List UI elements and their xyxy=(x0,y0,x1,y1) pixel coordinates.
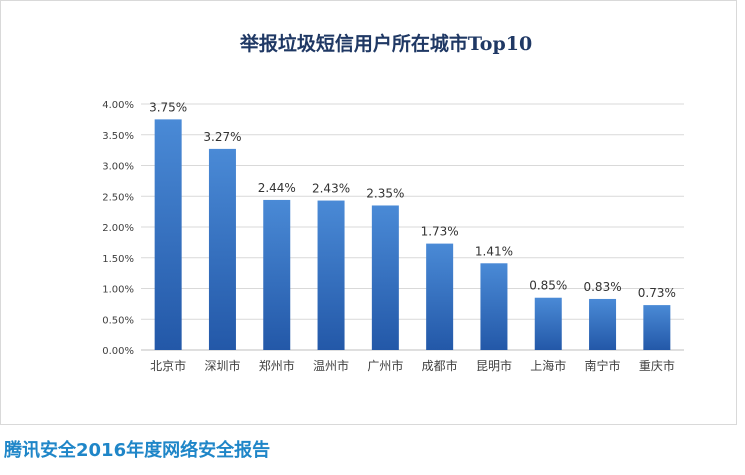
x-tick-label: 温州市 xyxy=(313,358,349,373)
bar xyxy=(426,243,454,350)
y-tick-label: 3.50% xyxy=(102,131,134,142)
data-label: 2.43% xyxy=(312,182,350,196)
data-label: 0.83% xyxy=(583,280,621,294)
y-tick-label: 4.00% xyxy=(102,100,134,111)
data-labels: 3.75% 3.27% 2.44% 2.43% 2.35% 1.73% 1.41% 0.85%… xyxy=(149,100,676,300)
chart-frame: 举报垃圾短信用户所在城市Top10 0.00% 0.50% 1.00% 1.50% 2.… xyxy=(0,0,737,425)
x-tick-label: 北京市 xyxy=(150,358,186,373)
bar xyxy=(643,305,671,350)
bar xyxy=(480,263,508,350)
bar xyxy=(208,148,236,350)
x-tick-label: 昆明市 xyxy=(476,358,512,373)
data-label: 2.44% xyxy=(258,181,296,195)
data-label: 0.85% xyxy=(529,279,567,293)
data-label: 1.73% xyxy=(421,225,459,239)
bar xyxy=(589,298,617,350)
x-tick-label: 重庆市 xyxy=(639,358,675,373)
x-tick-label: 深圳市 xyxy=(204,358,240,373)
data-label: 3.75% xyxy=(149,100,187,114)
bar xyxy=(534,297,562,350)
data-label: 0.73% xyxy=(638,286,676,300)
x-tick-label: 南宁市 xyxy=(585,358,621,373)
bars xyxy=(154,119,671,350)
y-tick-label: 2.50% xyxy=(102,192,134,203)
y-tick-label: 0.50% xyxy=(102,315,134,326)
x-tick-label: 郑州市 xyxy=(259,358,295,373)
chart-title: 举报垃圾短信用户所在城市Top10 xyxy=(239,32,532,55)
y-tick-label: 2.00% xyxy=(102,223,134,234)
bar xyxy=(263,199,291,350)
x-tick-label: 广州市 xyxy=(367,358,403,373)
y-axis-ticks: 0.00% 0.50% 1.00% 1.50% 2.00% 2.50% 3.00% 3.50%… xyxy=(102,100,134,357)
y-tick-label: 1.00% xyxy=(102,285,134,296)
x-tick-label: 上海市 xyxy=(530,358,566,373)
footer-caption: 腾讯安全2016年度网络安全报告 xyxy=(4,440,271,461)
y-tick-label: 1.50% xyxy=(102,254,134,265)
data-label: 3.27% xyxy=(203,130,241,144)
y-tick-label: 3.00% xyxy=(102,162,134,173)
data-label: 2.35% xyxy=(366,186,404,200)
bar xyxy=(154,119,182,350)
bar-chart: 举报垃圾短信用户所在城市Top10 0.00% 0.50% 1.00% 1.50% 2.… xyxy=(102,32,684,373)
x-tick-label: 成都市 xyxy=(422,358,458,373)
x-axis-ticks: 北京市 深圳市 郑州市 温州市 广州市 成都市 昆明市 上海市 南宁市 重庆市 xyxy=(150,358,675,373)
bar xyxy=(317,200,345,350)
bar xyxy=(371,205,399,350)
data-label: 1.41% xyxy=(475,244,513,258)
y-tick-label: 0.00% xyxy=(102,346,134,357)
